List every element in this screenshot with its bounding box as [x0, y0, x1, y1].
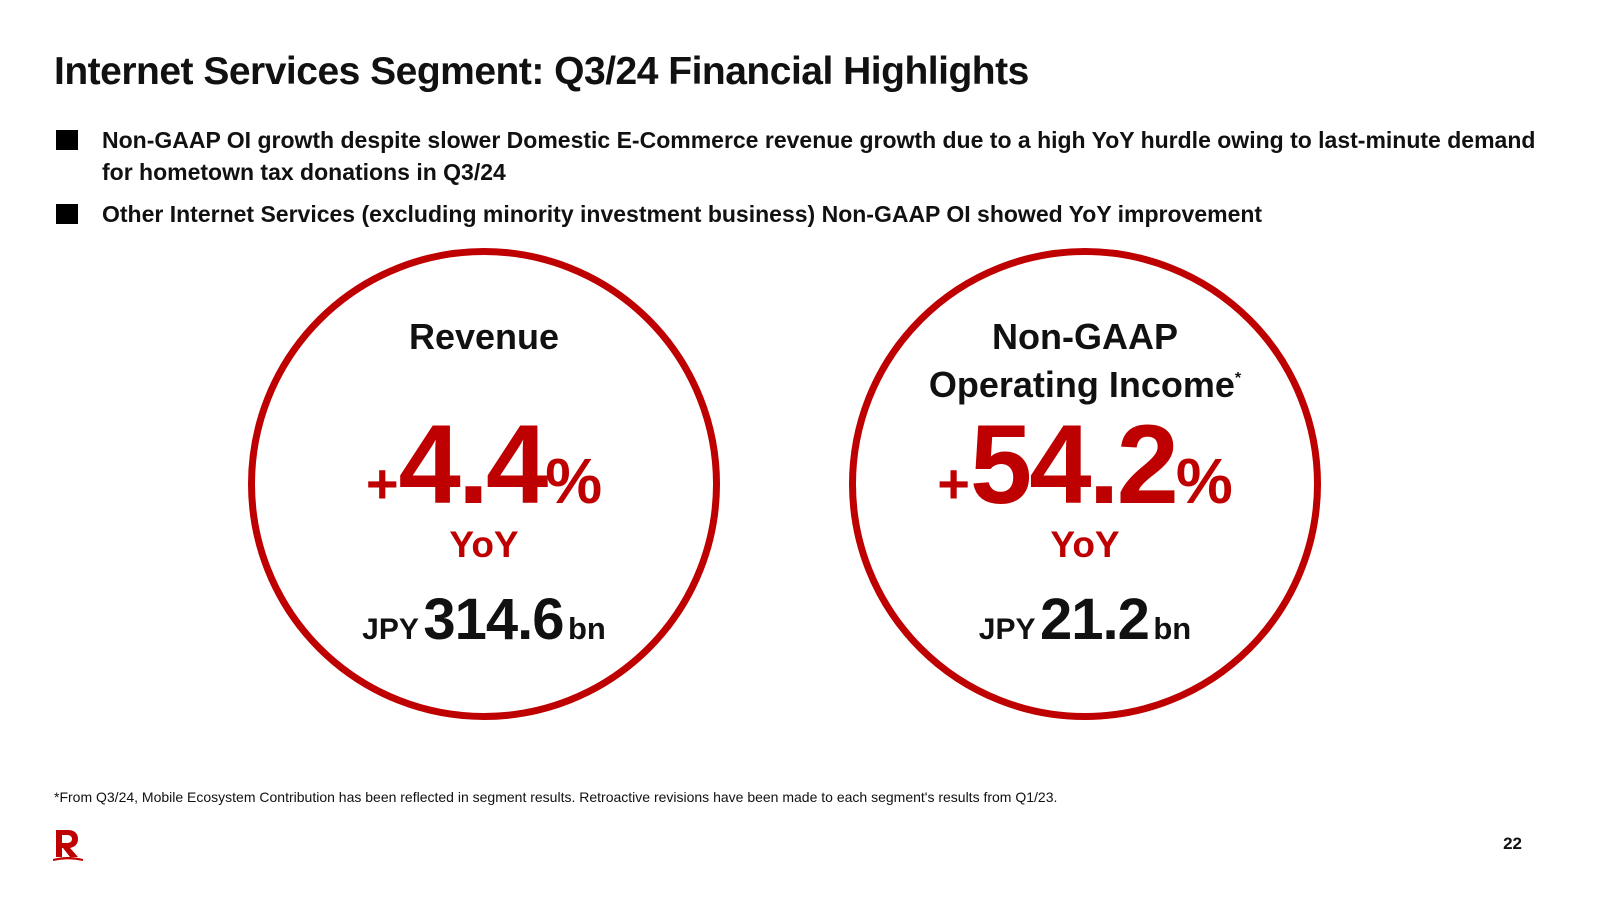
rakuten-r-logo-icon — [53, 830, 83, 861]
bullet-item: Other Internet Services (excluding minor… — [56, 198, 1546, 230]
metric-label-line1: Revenue — [408, 316, 560, 357]
revenue-metric-circle: Revenue +4.4% YoY JPY 314.6 bn — [248, 248, 720, 720]
growth-period: YoY — [449, 524, 519, 565]
page-title: Internet Services Segment: Q3/24 Financi… — [54, 50, 1029, 93]
bullet-text: Other Internet Services (excluding minor… — [102, 201, 1263, 227]
growth-unit: % — [545, 445, 603, 517]
page-number: 22 — [1503, 834, 1522, 853]
growth-unit: % — [1175, 445, 1233, 517]
square-bullet-icon — [56, 204, 78, 224]
amount-unit: bn — [1153, 611, 1192, 646]
metric-label-line1: Non-GAAP — [992, 316, 1178, 357]
growth-value: 4.4 — [398, 402, 549, 527]
metric-label: Revenue — [255, 313, 713, 361]
bullet-text: Non-GAAP OI growth despite slower Domest… — [102, 127, 1536, 185]
growth-rate: +4.4% — [255, 405, 713, 559]
growth-value: 54.2 — [969, 402, 1179, 527]
metric-amount: JPY 21.2 bn — [856, 585, 1314, 670]
growth-rate: +54.2% — [856, 405, 1314, 559]
growth-period: YoY — [1050, 524, 1120, 565]
metric-label-line2: Operating Income — [928, 364, 1235, 405]
square-bullet-icon — [56, 130, 78, 150]
footnote: *From Q3/24, Mobile Ecosystem Contributi… — [54, 789, 1058, 805]
bullet-list: Non-GAAP OI growth despite slower Domest… — [56, 124, 1546, 240]
amount-currency: JPY — [362, 613, 419, 646]
metric-label: Non-GAAP Operating Income* — [856, 313, 1314, 409]
footnote-marker: * — [1234, 370, 1242, 387]
operating-income-metric-circle: Non-GAAP Operating Income* +54.2% YoY JP… — [849, 248, 1321, 720]
amount-unit: bn — [567, 611, 606, 646]
bullet-item: Non-GAAP OI growth despite slower Domest… — [56, 124, 1546, 188]
amount-value: 314.6 — [423, 587, 564, 652]
amount-currency: JPY — [978, 613, 1036, 646]
growth-sign: + — [937, 452, 970, 515]
amount-value: 21.2 — [1039, 587, 1150, 652]
growth-sign: + — [365, 452, 399, 515]
metric-amount: JPY 314.6 bn — [255, 585, 713, 670]
